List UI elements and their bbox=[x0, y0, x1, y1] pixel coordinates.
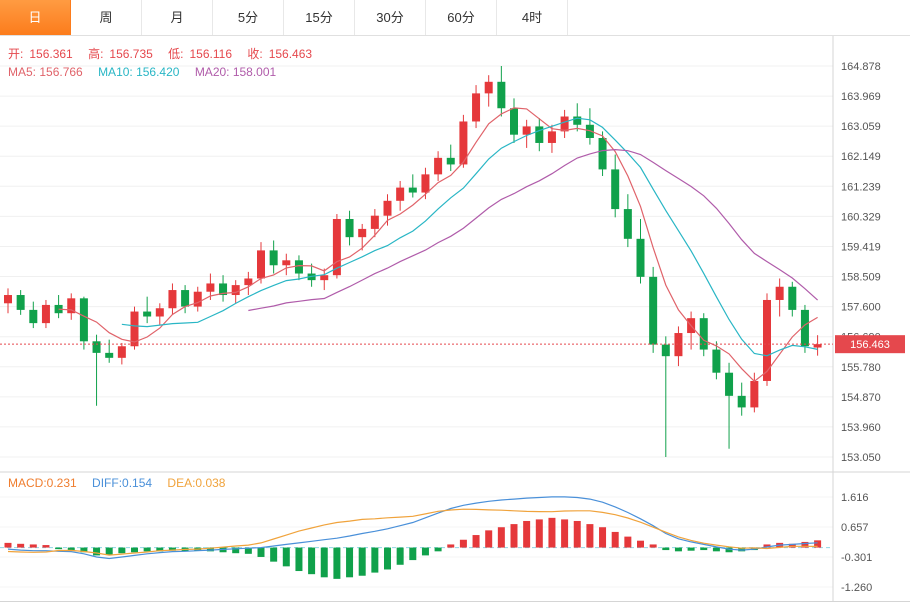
chart-area: 164.878 163.969 163.059 162.149 161.239 160.3… bbox=[0, 36, 910, 603]
svg-text:161.239: 161.239 bbox=[841, 181, 881, 193]
tab-day[interactable]: 日 bbox=[0, 0, 71, 35]
high-value: 156.735 bbox=[109, 47, 153, 61]
open-label: 开: bbox=[8, 47, 24, 61]
ohlc-legend: 开: 156.361 高: 156.735 低: 156.116 收: 156.463 bbox=[8, 47, 318, 61]
close-value: 156.463 bbox=[268, 47, 313, 61]
svg-text:163.059: 163.059 bbox=[841, 121, 881, 133]
svg-text:164.878: 164.878 bbox=[841, 61, 881, 73]
close-label: 收: bbox=[247, 47, 263, 61]
svg-text:157.600: 157.600 bbox=[841, 302, 881, 314]
ma5-value: MA5: 156.766 bbox=[8, 65, 83, 79]
tab-month[interactable]: 月 bbox=[142, 0, 213, 35]
svg-text:158.509: 158.509 bbox=[841, 272, 881, 284]
timeframe-tabbar: 日 周 月 5分 15分 30分 60分 4时 bbox=[0, 0, 910, 36]
tab-4hour[interactable]: 4时 bbox=[497, 0, 568, 35]
high-label: 高: bbox=[88, 47, 104, 61]
svg-text:-1.260: -1.260 bbox=[841, 582, 872, 594]
svg-text:154.870: 154.870 bbox=[841, 392, 881, 404]
svg-text:160.329: 160.329 bbox=[841, 211, 881, 223]
svg-text:153.050: 153.050 bbox=[841, 452, 881, 464]
svg-text:162.149: 162.149 bbox=[841, 151, 881, 163]
macd-legend: MACD:0.231 DIFF:0.154 DEA:0.038 bbox=[8, 476, 231, 490]
low-label: 低: bbox=[168, 47, 184, 61]
dea-value: DEA:0.038 bbox=[167, 476, 226, 490]
tab-30min[interactable]: 30分 bbox=[355, 0, 426, 35]
tab-5min[interactable]: 5分 bbox=[213, 0, 284, 35]
svg-text:0.657: 0.657 bbox=[841, 522, 869, 534]
ma20-value: MA20: 158.001 bbox=[194, 65, 277, 79]
tab-15min[interactable]: 15分 bbox=[284, 0, 355, 35]
tab-60min[interactable]: 60分 bbox=[426, 0, 497, 35]
svg-text:163.969: 163.969 bbox=[841, 91, 881, 103]
candlestick-macd-chart[interactable]: 164.878 163.969 163.059 162.149 161.239 160.3… bbox=[0, 36, 910, 603]
tab-week[interactable]: 周 bbox=[71, 0, 142, 35]
svg-text:153.960: 153.960 bbox=[841, 422, 881, 434]
svg-text:1.616: 1.616 bbox=[841, 492, 869, 504]
open-value: 156.361 bbox=[29, 47, 73, 61]
low-value: 156.116 bbox=[189, 47, 233, 61]
svg-text:155.780: 155.780 bbox=[841, 362, 881, 374]
ma-legend: MA5: 156.766 MA10: 156.420 MA20: 158.001 bbox=[8, 65, 282, 79]
svg-text:159.419: 159.419 bbox=[841, 241, 881, 253]
svg-text:-0.301: -0.301 bbox=[841, 552, 872, 564]
svg-text:156.463: 156.463 bbox=[850, 339, 890, 351]
macd-value: MACD:0.231 bbox=[8, 476, 77, 490]
diff-value: DIFF:0.154 bbox=[92, 476, 153, 490]
ma10-value: MA10: 156.420 bbox=[98, 65, 180, 79]
